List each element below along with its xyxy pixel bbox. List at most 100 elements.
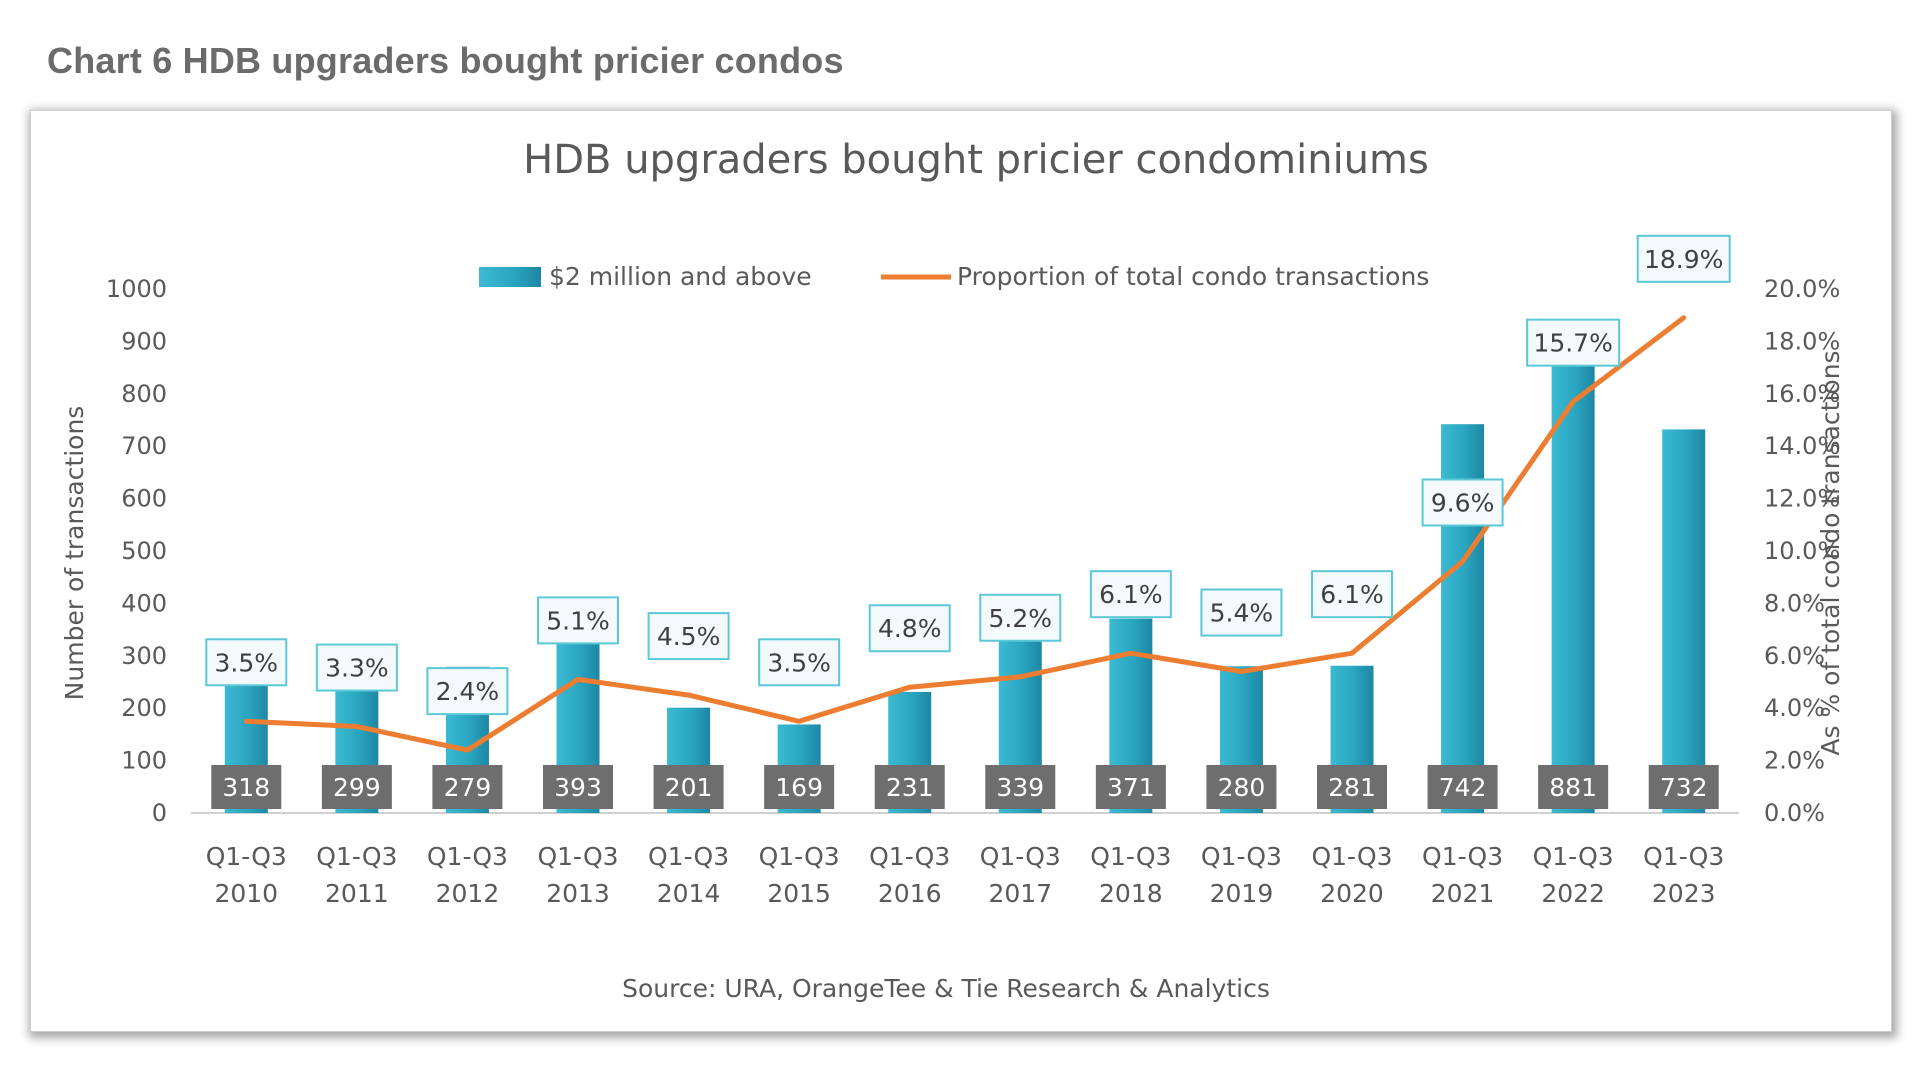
legend: $2 million and above Proportion of total… <box>479 262 1429 291</box>
legend-label-bars: $2 million and above <box>549 262 812 291</box>
percent-label: 4.5% <box>657 622 721 651</box>
x-tick-label: 2010 <box>214 879 278 908</box>
left-tick-label: 800 <box>121 380 167 408</box>
percent-label: 4.8% <box>878 614 942 643</box>
bar-value-label: 371 <box>1107 773 1155 802</box>
left-tick-label: 200 <box>121 694 167 722</box>
percent-label-box <box>1311 570 1393 619</box>
bar-value-label: 201 <box>665 773 713 802</box>
left-tick-label: 700 <box>121 432 167 460</box>
percent-label-box <box>426 667 509 716</box>
bar-value-label: 881 <box>1549 773 1597 802</box>
x-tick-label: Q1-Q3 <box>1311 842 1392 871</box>
x-tick-label: 2017 <box>988 879 1052 908</box>
x-tick-label: 2023 <box>1652 879 1716 908</box>
x-tick-label: 2015 <box>767 879 831 908</box>
percent-label-box <box>1526 318 1621 367</box>
percent-label: 15.7% <box>1533 329 1612 358</box>
bar-value-label: 281 <box>1328 773 1376 802</box>
left-tick-label: 0 <box>152 799 167 827</box>
right-tick-label: 6.0% <box>1764 642 1825 670</box>
bar-value-box <box>1427 765 1498 809</box>
percent-label-box <box>205 638 288 687</box>
percent-label-box <box>537 596 619 645</box>
bar-value-label: 231 <box>886 773 934 802</box>
right-tick-label: 2.0% <box>1764 747 1825 775</box>
bar-value-box <box>653 765 724 809</box>
left-tick-label: 400 <box>121 589 167 617</box>
percent-label-box <box>1421 478 1504 527</box>
percent-label-box <box>315 643 398 692</box>
x-tick-label: Q1-Q3 <box>980 842 1061 871</box>
x-tick-label: Q1-Q3 <box>759 842 840 871</box>
x-tick-label: 2012 <box>436 879 500 908</box>
bar-value-box <box>1648 765 1719 809</box>
x-tick-label: Q1-Q3 <box>1201 842 1282 871</box>
bar-value-box <box>764 765 835 809</box>
x-tick-label: Q1-Q3 <box>869 842 950 871</box>
percent-label: 18.9% <box>1644 245 1723 274</box>
x-tick-label: Q1-Q3 <box>427 842 508 871</box>
percent-label: 9.6% <box>1431 488 1495 517</box>
chart-title: HDB upgraders bought pricier condominium… <box>523 137 1429 183</box>
right-tick-label: 8.0% <box>1764 589 1825 617</box>
bar-value-label: 732 <box>1660 773 1708 802</box>
legend-swatch-bars <box>479 267 541 287</box>
bar-value-box <box>1538 765 1609 809</box>
x-tick-label: Q1-Q3 <box>1533 842 1614 871</box>
bar-value-box <box>543 765 613 809</box>
chart-frame: HDB upgraders bought pricier condominium… <box>30 110 1892 1032</box>
x-tick-label: 2022 <box>1541 879 1605 908</box>
x-tick-label: Q1-Q3 <box>648 842 729 871</box>
percent-label: 3.5% <box>215 648 279 677</box>
combo-chart: HDB upgraders bought pricier condominium… <box>60 137 1845 1003</box>
percent-label-box <box>1636 234 1731 283</box>
left-tick-label: 900 <box>121 327 167 355</box>
percent-label: 2.4% <box>436 677 500 706</box>
x-tick-label: Q1-Q3 <box>1643 842 1724 871</box>
document-heading: Chart 6 HDB upgraders bought pricier con… <box>47 40 844 81</box>
right-tick-label: 12.0% <box>1764 485 1840 513</box>
percent-label: 6.1% <box>1320 580 1384 609</box>
x-tick-label: Q1-Q3 <box>206 842 287 871</box>
line-percent-labels: 3.5% 3.3% 2.4% 5.1% 4.5% 3.5% 4.8% 5.2% 6.1% 5.4%… <box>205 234 1731 716</box>
left-tick-label: 600 <box>121 485 167 513</box>
bar-value-box <box>1317 765 1387 809</box>
right-tick-label: 18.0% <box>1764 327 1840 355</box>
x-tick-label: Q1-Q3 <box>537 842 618 871</box>
right-tick-label: 14.0% <box>1764 432 1840 460</box>
x-tick-label: 2016 <box>878 879 942 908</box>
legend-label-line: Proportion of total condo transactions <box>957 262 1429 291</box>
bar-value-label: 169 <box>775 773 823 802</box>
bar-value-label: 279 <box>444 773 492 802</box>
left-tick-label: 1000 <box>106 275 167 303</box>
right-axis-ticks: 0.0% 2.0% 4.0% 6.0% 8.0% 10.0% 12.0% 14.0% 16.0%… <box>1764 275 1840 827</box>
right-tick-label: 16.0% <box>1764 380 1840 408</box>
percent-label: 5.4% <box>1210 599 1274 628</box>
percent-label: 3.5% <box>767 648 831 677</box>
percent-label-box <box>979 593 1062 642</box>
bar-value-box <box>985 765 1056 809</box>
bar-value-box <box>1206 765 1277 809</box>
bar-value-box <box>874 765 945 809</box>
right-axis-title: As % of total condo transactions <box>1816 350 1845 755</box>
bar-value-box <box>1095 765 1166 809</box>
bar-value-box <box>321 765 392 809</box>
x-tick-label: Q1-Q3 <box>1422 842 1503 871</box>
bar <box>1662 429 1706 813</box>
bar-value-label: 742 <box>1439 773 1487 802</box>
percent-label: 3.3% <box>325 654 389 683</box>
percent-label: 6.1% <box>1099 580 1163 609</box>
x-tick-label: 2013 <box>546 879 610 908</box>
line-series <box>243 315 1687 753</box>
source-note: Source: URA, OrangeTee & Tie Research & … <box>622 974 1270 1003</box>
bar-value-label: 299 <box>333 773 381 802</box>
x-axis-labels: Q1-Q3 2010 Q1-Q3 2011 Q1-Q3 2012 Q1-Q3 2013 Q1-Q… <box>206 842 1725 908</box>
proportion-line <box>243 315 1687 753</box>
left-tick-label: 300 <box>121 642 167 670</box>
right-tick-label: 20.0% <box>1764 275 1840 303</box>
x-tick-label: 2021 <box>1431 879 1495 908</box>
right-tick-label: 4.0% <box>1764 694 1825 722</box>
left-tick-label: 100 <box>121 747 167 775</box>
bar <box>1551 351 1595 813</box>
